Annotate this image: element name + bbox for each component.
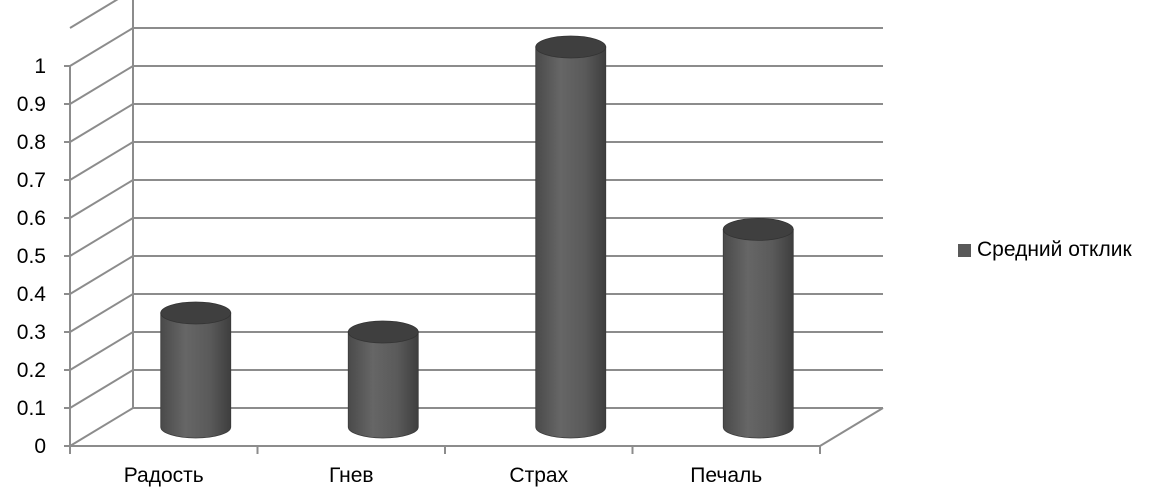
floor-left-edge <box>69 407 134 447</box>
category-labels: Радость Гнев Страх Печаль <box>124 464 762 487</box>
y-tick-label: 0.9 <box>17 93 46 116</box>
bar-top <box>722 217 794 241</box>
bar-body <box>535 46 607 439</box>
bar-body <box>722 229 794 439</box>
axes <box>64 0 884 454</box>
bar-top <box>535 35 607 59</box>
y-tick-label: 0.4 <box>17 283 47 306</box>
y-tick-label: 0.3 <box>17 321 46 344</box>
legend-label: Средний отклик <box>977 238 1132 261</box>
floor-right-edge <box>819 407 884 447</box>
category-label: Радость <box>124 464 204 487</box>
category-label: Гнев <box>329 464 374 487</box>
y-tick-label: 0 <box>34 435 46 458</box>
y-tick-labels: 0 0.1 0.2 0.3 0.4 0.5 0.6 0.7 0.8 0.9 1 <box>17 55 47 458</box>
bars <box>160 35 794 439</box>
gridline-side <box>69 0 119 29</box>
gridline-side <box>69 331 134 371</box>
gridline-side <box>69 255 134 295</box>
y-tick-label: 0.5 <box>17 245 46 268</box>
bar-body <box>347 331 419 439</box>
gridline-side <box>69 293 134 333</box>
gridline-side <box>69 27 134 67</box>
y-tick-label: 0.6 <box>17 207 46 230</box>
legend: Средний отклик <box>958 238 1132 262</box>
y-tick-label: 1 <box>34 55 46 78</box>
y-tick-label: 0.1 <box>17 397 46 420</box>
gridline-side <box>69 141 134 181</box>
category-label: Страх <box>509 464 568 487</box>
gridline-side <box>69 103 134 143</box>
bar-top <box>160 301 232 325</box>
gridline-side <box>69 369 134 409</box>
bar <box>160 301 232 439</box>
gridline-side <box>69 179 134 219</box>
bar-body <box>160 312 232 439</box>
bar <box>347 320 419 439</box>
y-tick-label: 0.8 <box>17 131 46 154</box>
y-tick-label: 0.7 <box>17 169 46 192</box>
bar-top <box>347 320 419 344</box>
gridline-side <box>69 65 134 105</box>
bar <box>722 217 794 439</box>
category-label: Печаль <box>690 464 762 487</box>
bar <box>535 35 607 439</box>
y-tick-label: 0.2 <box>17 359 46 382</box>
gridline-side <box>69 217 134 257</box>
gridlines <box>69 0 883 409</box>
legend-swatch <box>958 243 971 257</box>
